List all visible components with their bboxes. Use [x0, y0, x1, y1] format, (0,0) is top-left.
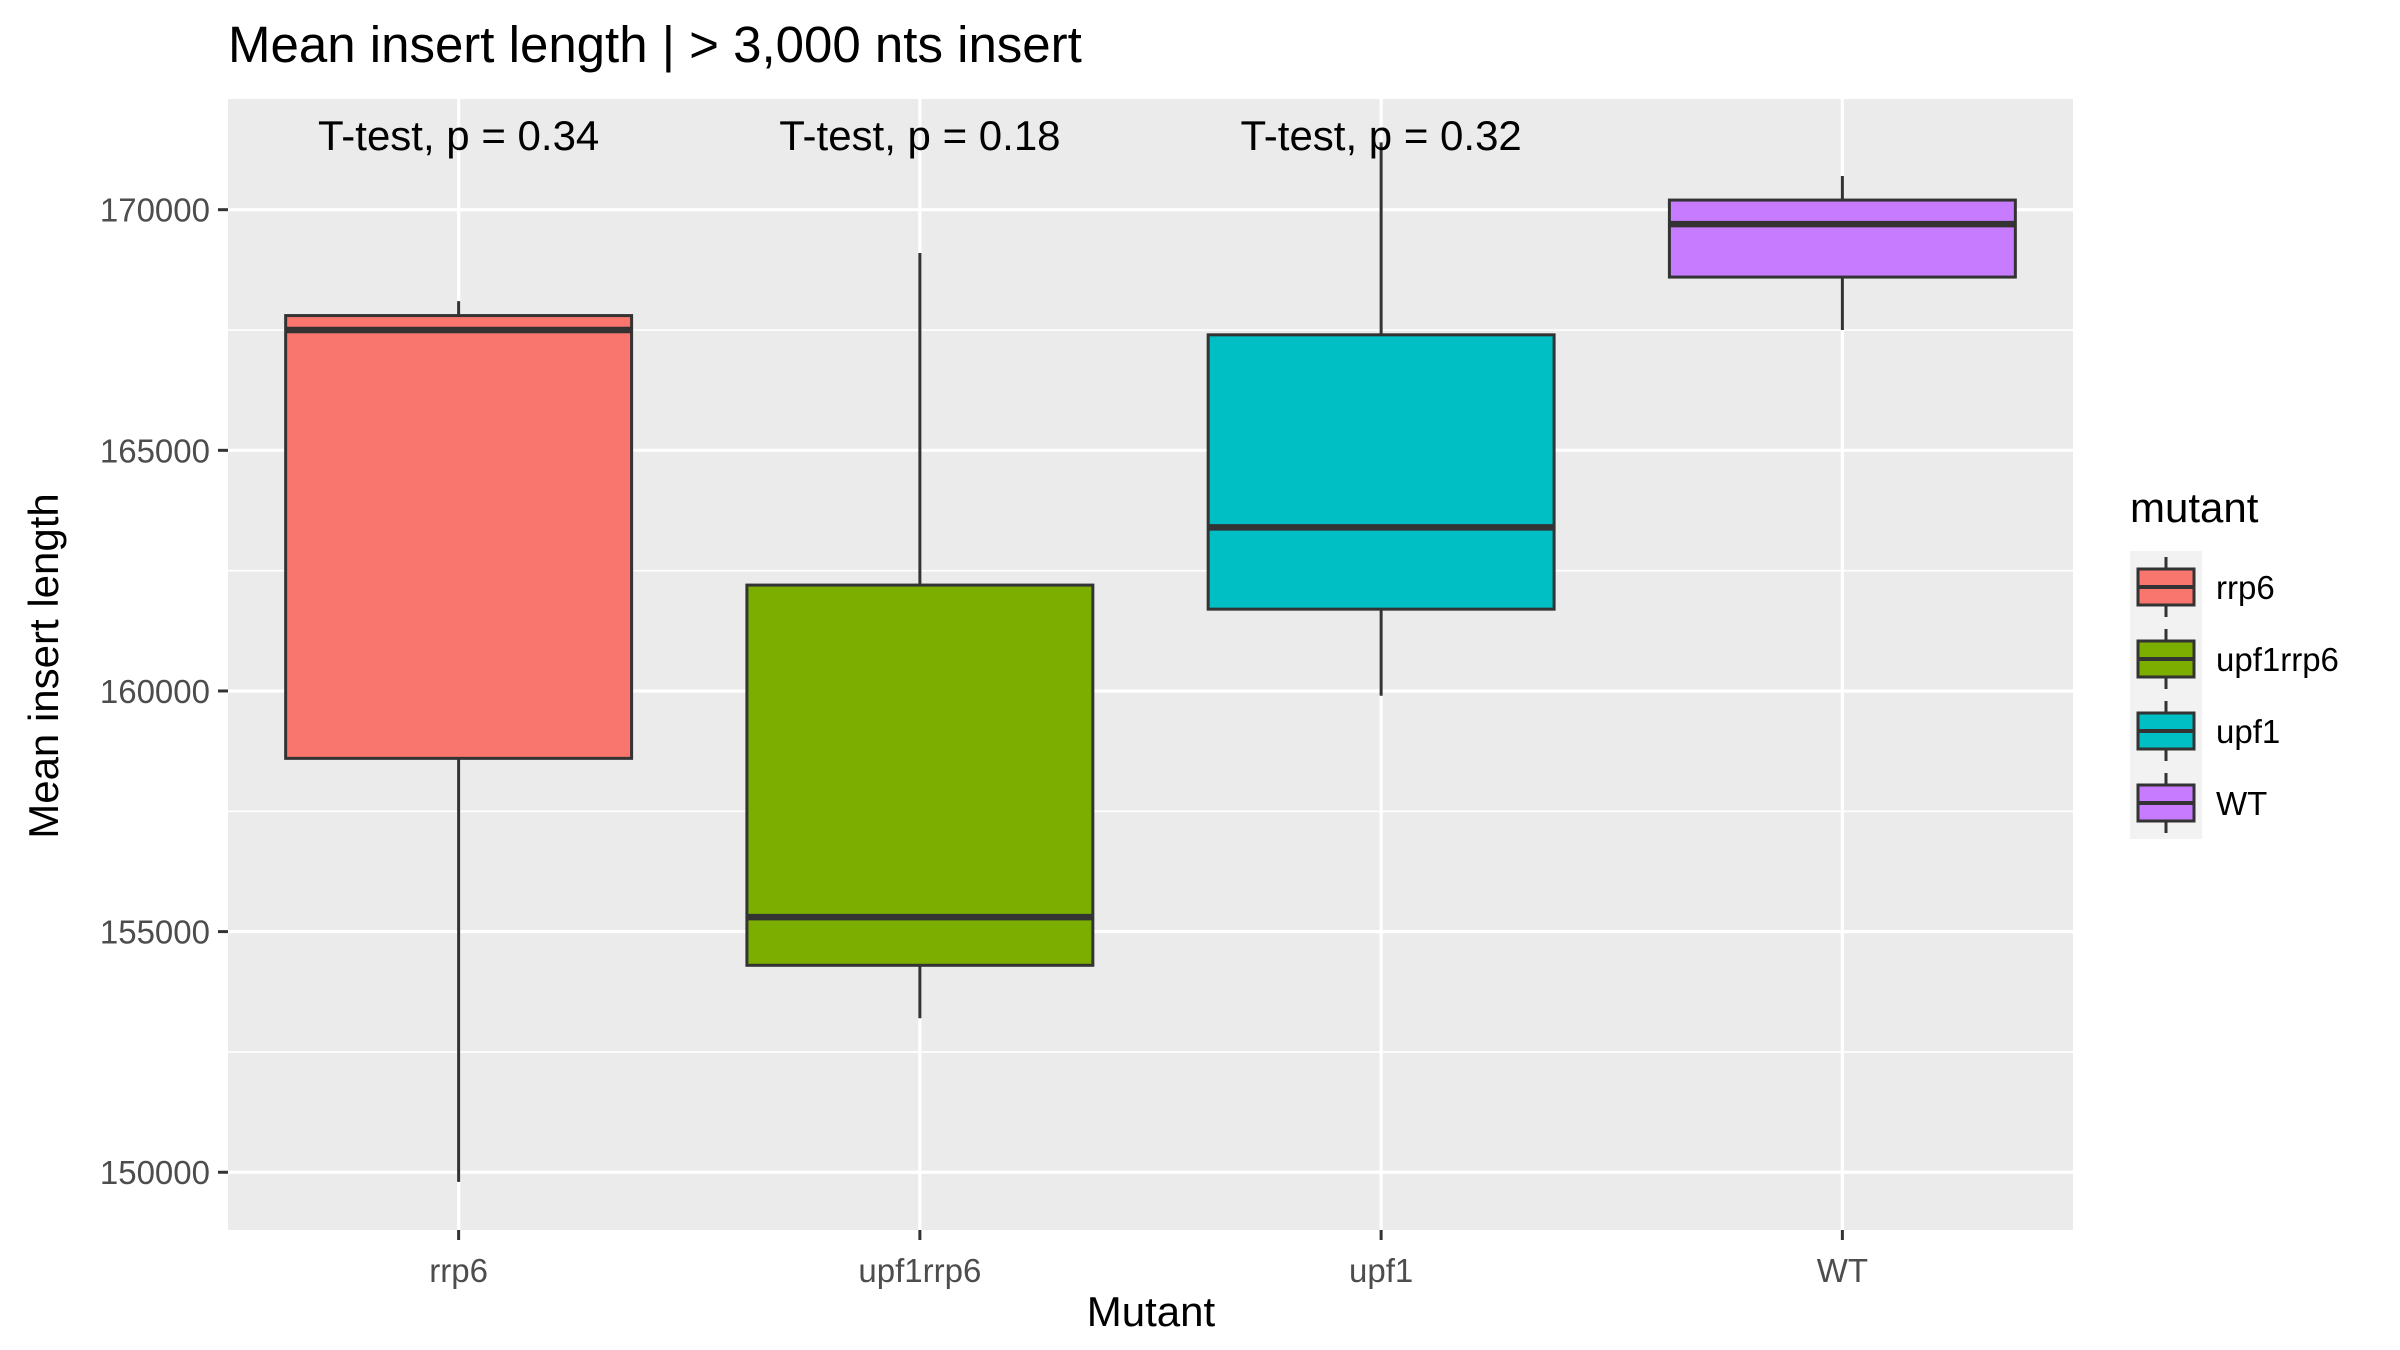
x-tick-label: WT	[1817, 1252, 1868, 1289]
y-axis-title: Mean insert length	[20, 493, 67, 839]
x-tick-label: upf1	[1349, 1252, 1413, 1289]
x-axis-title: Mutant	[1087, 1288, 1216, 1335]
annotation-rrp6: T-test, p = 0.34	[318, 112, 599, 159]
legend-title: mutant	[2130, 484, 2259, 531]
legend-label: upf1	[2216, 713, 2280, 750]
chart-title: Mean insert length | > 3,000 nts insert	[228, 16, 1082, 73]
legend-entry-upf1rrp6: upf1rrp6	[2136, 629, 2339, 689]
box-rect	[1206, 333, 1556, 611]
y-tick-label: 155000	[100, 914, 210, 951]
legend-label: upf1rrp6	[2216, 641, 2339, 678]
legend-label: WT	[2216, 785, 2267, 822]
y-tick-label: 150000	[100, 1154, 210, 1191]
box-rect	[1667, 198, 2017, 279]
x-axis: rrp6 upf1rrp6 upf1 WT	[429, 1230, 1868, 1289]
boxes	[284, 142, 2017, 1182]
y-tick-label: 160000	[100, 673, 210, 710]
annotation-upf1: T-test, p = 0.32	[1240, 112, 1521, 159]
y-axis: 150000 155000 160000 165000 170000	[100, 192, 228, 1191]
x-tick-label: upf1rrp6	[858, 1252, 981, 1289]
box-rect	[284, 314, 634, 760]
legend-entry-WT: WT	[2136, 773, 2267, 833]
legend: mutant rrp6 upf1rrp6 upf1 WT	[2130, 484, 2339, 839]
legend-entry-rrp6: rrp6	[2136, 557, 2275, 617]
legend-label: rrp6	[2216, 569, 2275, 606]
y-tick-label: 170000	[100, 192, 210, 229]
box-rect	[745, 583, 1095, 967]
legend-entry-upf1: upf1	[2136, 701, 2280, 761]
box-upf1rrp6	[745, 253, 1095, 1019]
annotations: T-test, p = 0.34 T-test, p = 0.18 T-test, …	[318, 112, 1522, 159]
y-tick-label: 165000	[100, 432, 210, 469]
x-tick-label: rrp6	[429, 1252, 488, 1289]
box-upf1	[1206, 142, 1556, 696]
box-WT	[1667, 176, 2017, 331]
box-rrp6	[284, 301, 634, 1182]
annotation-upf1rrp6: T-test, p = 0.18	[779, 112, 1060, 159]
